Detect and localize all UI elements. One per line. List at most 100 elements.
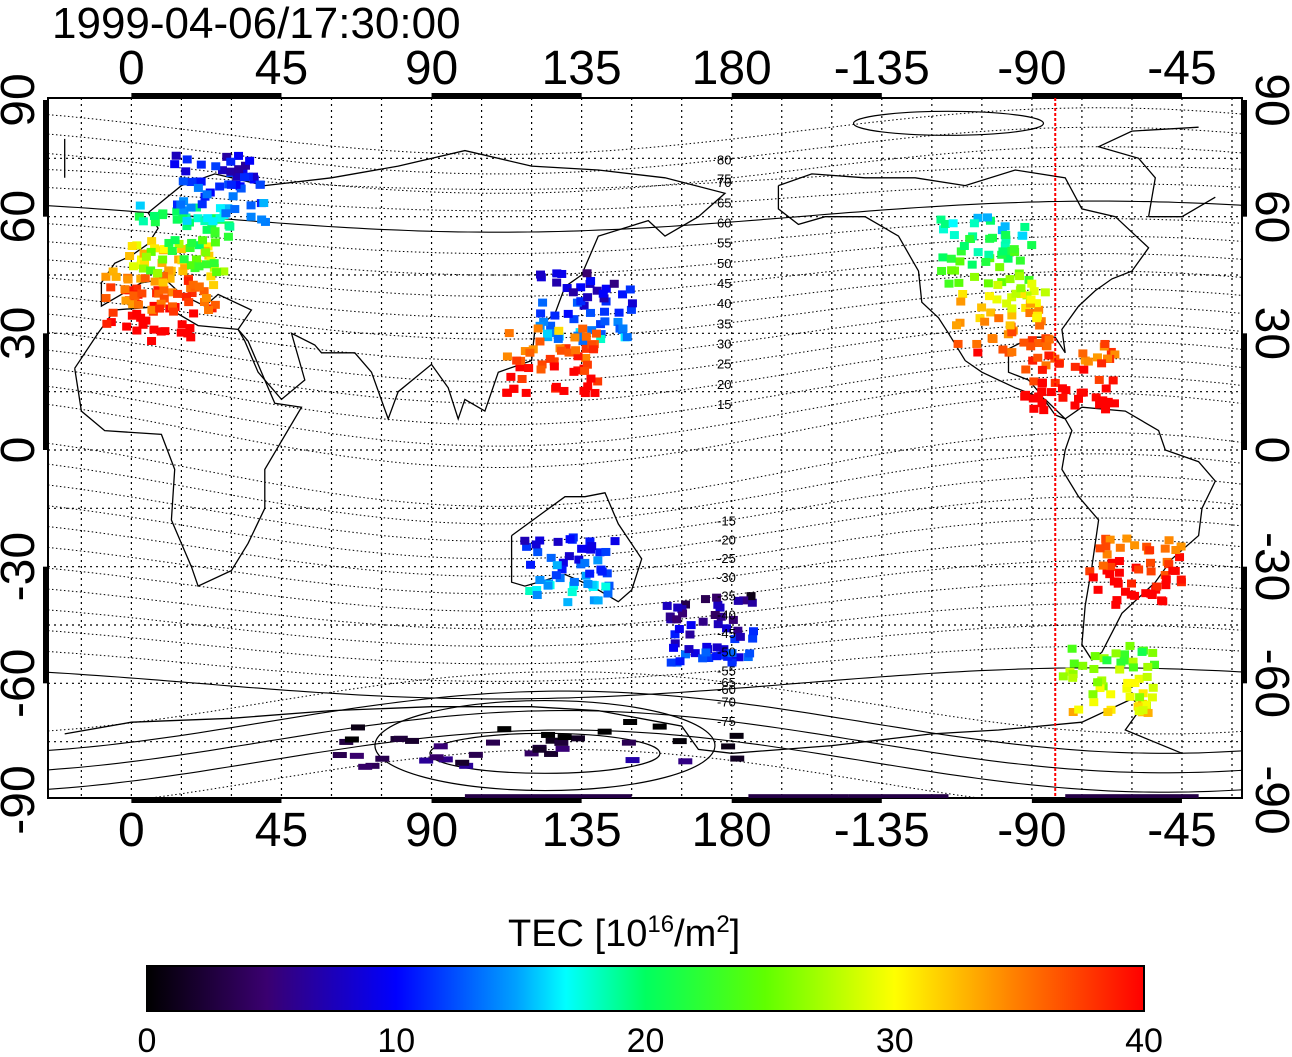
tec-cell [1007, 311, 1017, 320]
tec-cell [1036, 317, 1046, 326]
tec-cell [149, 211, 159, 220]
tec-cell [1125, 692, 1135, 701]
tec-cell [255, 180, 265, 189]
tec-cell [147, 237, 157, 246]
tec-cell [1109, 399, 1119, 408]
tec-cell [621, 739, 636, 746]
colorbar-tick-label: 10 [377, 1022, 415, 1057]
axis-frame-bars [43, 93, 1247, 803]
contour-label: 45 [717, 276, 731, 291]
tec-cell [952, 321, 962, 330]
tec-cell [1160, 544, 1170, 553]
tec-cell [958, 290, 968, 299]
tec-cell [956, 247, 966, 256]
contour-line [48, 218, 1242, 255]
tec-cell [429, 754, 444, 761]
contour-label: 50 [717, 256, 731, 271]
tec-cell [680, 650, 690, 659]
tec-cell [1089, 664, 1099, 673]
tec-cell [1120, 587, 1130, 596]
tec-cell [746, 592, 756, 601]
tec-cell [170, 160, 180, 169]
tec-cell [579, 301, 589, 310]
lat-lon-grid [48, 98, 1242, 798]
tec-cell [596, 330, 606, 339]
tec-cell [536, 365, 546, 374]
tec-cell [562, 284, 572, 293]
tec-cell [176, 200, 186, 209]
tec-cell [183, 276, 193, 285]
tec-cell [1146, 558, 1156, 567]
tec-cell [599, 294, 609, 303]
tec-cell [236, 184, 246, 193]
tec-cell [217, 166, 227, 175]
tec-cell [730, 635, 740, 644]
tec-cell [497, 726, 512, 733]
tec-cell [578, 337, 588, 346]
tec-cell [722, 624, 732, 633]
tec-cell [1037, 365, 1047, 374]
tec-cell [541, 731, 556, 738]
tec-cell [618, 324, 628, 333]
tec-cell [173, 289, 183, 298]
tec-cell [1095, 400, 1105, 409]
tec-cell [543, 581, 553, 590]
tec-cell [545, 737, 560, 744]
tec-cell [702, 642, 712, 651]
tec-cell [1101, 405, 1111, 414]
tec-cell [209, 281, 219, 290]
latitude-tick-label: -60 [1245, 649, 1292, 718]
tec-cell [591, 329, 601, 338]
tec-cell [181, 292, 191, 301]
tec-cell [186, 178, 196, 187]
tec-cell [1108, 376, 1118, 385]
tec-cell [947, 266, 957, 275]
tec-cell [690, 649, 700, 658]
tec-cell [1028, 394, 1038, 403]
longitude-tick-label: 45 [255, 804, 308, 857]
tec-cell [609, 279, 619, 288]
tec-cell [936, 215, 946, 224]
contour-label: -35 [717, 589, 736, 604]
tec-cell [506, 372, 516, 381]
tec-cell [675, 657, 685, 666]
tec-cell [1005, 275, 1015, 284]
tec-cell [1145, 546, 1155, 555]
tec-cell [1175, 553, 1185, 562]
tec-cell [521, 388, 531, 397]
tec-cell [712, 643, 722, 652]
tec-cell [1007, 348, 1017, 357]
tec-cell [598, 289, 608, 298]
tec-cell [684, 645, 694, 654]
tec-cell [520, 347, 530, 356]
map-title: 1999-04-06/17:30:00 [52, 0, 461, 48]
tec-cell [210, 300, 220, 309]
tec-cell [123, 275, 133, 284]
tec-cell [191, 255, 201, 264]
tec-cell [625, 757, 640, 764]
tec-cell [1093, 678, 1103, 687]
tec-cell [1074, 705, 1084, 714]
tec-cell [1130, 541, 1140, 550]
tec-cell [1011, 289, 1021, 298]
tec-cell [1171, 546, 1181, 555]
tec-cell [1089, 698, 1099, 707]
tec-cell [202, 190, 212, 199]
tec-cell [1029, 377, 1039, 386]
tec-cell [1021, 365, 1031, 374]
top-longitude-ticks: 0 45 90 135 180 -135 -90 -45 [118, 42, 1217, 95]
tec-cell [973, 348, 983, 357]
tec-cell [546, 321, 556, 330]
tec-cell [132, 326, 142, 335]
tec-cell [969, 219, 979, 228]
tec-cell [140, 259, 150, 268]
tec-cell [1103, 708, 1113, 717]
contour-label: 60 [717, 215, 731, 230]
tec-cell [1110, 350, 1120, 359]
tec-cell [1114, 568, 1124, 577]
tec-cell [561, 344, 571, 353]
tec-cell [1007, 328, 1017, 337]
tec-cell [666, 658, 676, 667]
tec-cell [201, 248, 211, 257]
